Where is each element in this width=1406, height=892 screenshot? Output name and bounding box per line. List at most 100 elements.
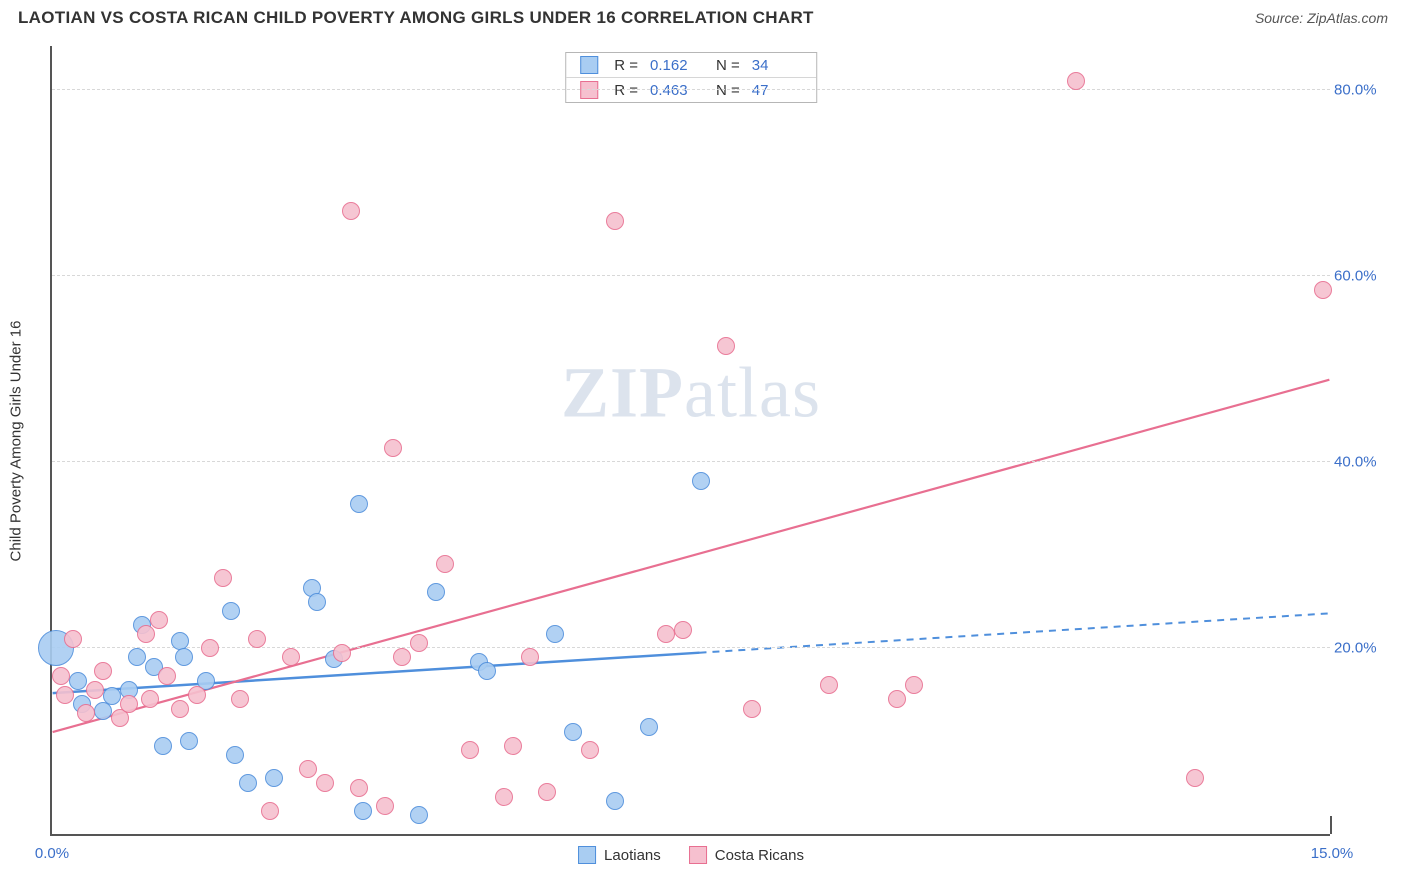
data-point [342,202,360,220]
data-point [538,783,556,801]
axis-tick [1330,816,1332,834]
data-point [384,439,402,457]
data-point [581,741,599,759]
data-point [316,774,334,792]
correlation-legend: R =0.162N =34R =0.463N =47 [565,52,817,103]
plot-area: ZIPatlas R =0.162N =34R =0.463N =47 Laot… [50,46,1330,836]
stat-n-value: 34 [752,57,802,74]
data-point [333,644,351,662]
data-point [171,700,189,718]
data-point [150,611,168,629]
data-point [94,662,112,680]
watermark: ZIPatlas [561,351,821,434]
legend-item: Laotians [578,846,661,864]
series-legend: Laotians Costa Ricans [578,846,804,864]
source-attribution: Source: ZipAtlas.com [1255,10,1388,26]
data-point [64,630,82,648]
data-point [77,704,95,722]
data-point [354,802,372,820]
data-point [120,695,138,713]
data-point [495,788,513,806]
data-point [461,741,479,759]
data-point [410,634,428,652]
plot-wrap: Child Poverty Among Girls Under 16 ZIPat… [50,46,1330,836]
data-point [103,687,121,705]
legend-label: Costa Ricans [715,847,804,864]
legend-swatch [580,56,598,74]
data-point [521,648,539,666]
data-point [478,662,496,680]
data-point [226,746,244,764]
grid-line [52,461,1330,462]
x-tick-label: 0.0% [35,845,69,862]
data-point [427,583,445,601]
data-point [231,690,249,708]
data-point [1186,769,1204,787]
data-point [657,625,675,643]
data-point [350,495,368,513]
data-point [640,718,658,736]
data-point [261,802,279,820]
data-point [1314,281,1332,299]
data-point [308,593,326,611]
stat-r-value: 0.162 [650,57,700,74]
x-tick-label: 15.0% [1311,845,1354,862]
y-tick-label: 20.0% [1334,640,1394,657]
data-point [214,569,232,587]
data-point [175,648,193,666]
data-point [674,621,692,639]
data-point [393,648,411,666]
legend-swatch [578,846,596,864]
data-point [905,676,923,694]
data-point [504,737,522,755]
data-point [888,690,906,708]
data-point [154,737,172,755]
data-point [410,806,428,824]
data-point [222,602,240,620]
data-point [282,648,300,666]
data-point [171,632,189,650]
y-axis-label: Child Poverty Among Girls Under 16 [8,321,25,562]
data-point [1067,72,1085,90]
data-point [248,630,266,648]
data-point [128,648,146,666]
legend-row: R = 0.162 N = 34 [566,53,816,78]
watermark-zip: ZIP [561,352,684,432]
data-point [546,625,564,643]
y-tick-label: 80.0% [1334,82,1394,99]
data-point [265,769,283,787]
stat-n-label: N = [716,57,740,74]
data-point [52,667,70,685]
data-point [69,672,87,690]
data-point [137,625,155,643]
grid-line [52,275,1330,276]
y-tick-label: 60.0% [1334,268,1394,285]
data-point [692,472,710,490]
data-point [717,337,735,355]
legend-item: Costa Ricans [689,846,804,864]
stat-r-label: R = [614,57,638,74]
data-point [436,555,454,573]
legend-label: Laotians [604,847,661,864]
data-point [606,792,624,810]
data-point [564,723,582,741]
data-point [350,779,368,797]
data-point [86,681,104,699]
data-point [158,667,176,685]
data-point [820,676,838,694]
data-point [201,639,219,657]
trend-line [53,380,1330,732]
legend-swatch [689,846,707,864]
data-point [180,732,198,750]
chart-title: LAOTIAN VS COSTA RICAN CHILD POVERTY AMO… [18,8,814,28]
data-point [606,212,624,230]
data-point [239,774,257,792]
data-point [743,700,761,718]
data-point [141,690,159,708]
y-tick-label: 40.0% [1334,454,1394,471]
data-point [188,686,206,704]
trend-lines-svg [52,46,1330,834]
grid-line [52,89,1330,90]
data-point [299,760,317,778]
grid-line [52,647,1330,648]
